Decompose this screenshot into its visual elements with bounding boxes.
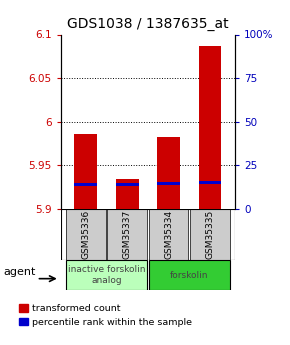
Bar bbox=[199, 181, 222, 184]
Bar bbox=[66, 260, 147, 290]
Bar bbox=[107, 209, 147, 260]
Text: GSM35336: GSM35336 bbox=[81, 210, 90, 259]
Bar bbox=[116, 183, 139, 186]
Text: GSM35335: GSM35335 bbox=[206, 210, 215, 259]
Bar bbox=[74, 134, 97, 209]
Bar bbox=[190, 209, 230, 260]
Text: agent: agent bbox=[3, 267, 35, 277]
Bar bbox=[149, 209, 188, 260]
Bar bbox=[157, 182, 180, 185]
Text: GSM35334: GSM35334 bbox=[164, 210, 173, 259]
Title: GDS1038 / 1387635_at: GDS1038 / 1387635_at bbox=[67, 17, 229, 31]
Text: GSM35337: GSM35337 bbox=[123, 210, 132, 259]
Bar bbox=[116, 179, 139, 209]
Bar bbox=[157, 137, 180, 209]
Bar bbox=[66, 209, 106, 260]
Bar bbox=[149, 260, 230, 290]
Text: inactive forskolin
analog: inactive forskolin analog bbox=[68, 265, 145, 285]
Bar bbox=[199, 46, 222, 209]
Bar bbox=[74, 183, 97, 186]
Text: forskolin: forskolin bbox=[170, 270, 209, 280]
Legend: transformed count, percentile rank within the sample: transformed count, percentile rank withi… bbox=[19, 304, 193, 327]
